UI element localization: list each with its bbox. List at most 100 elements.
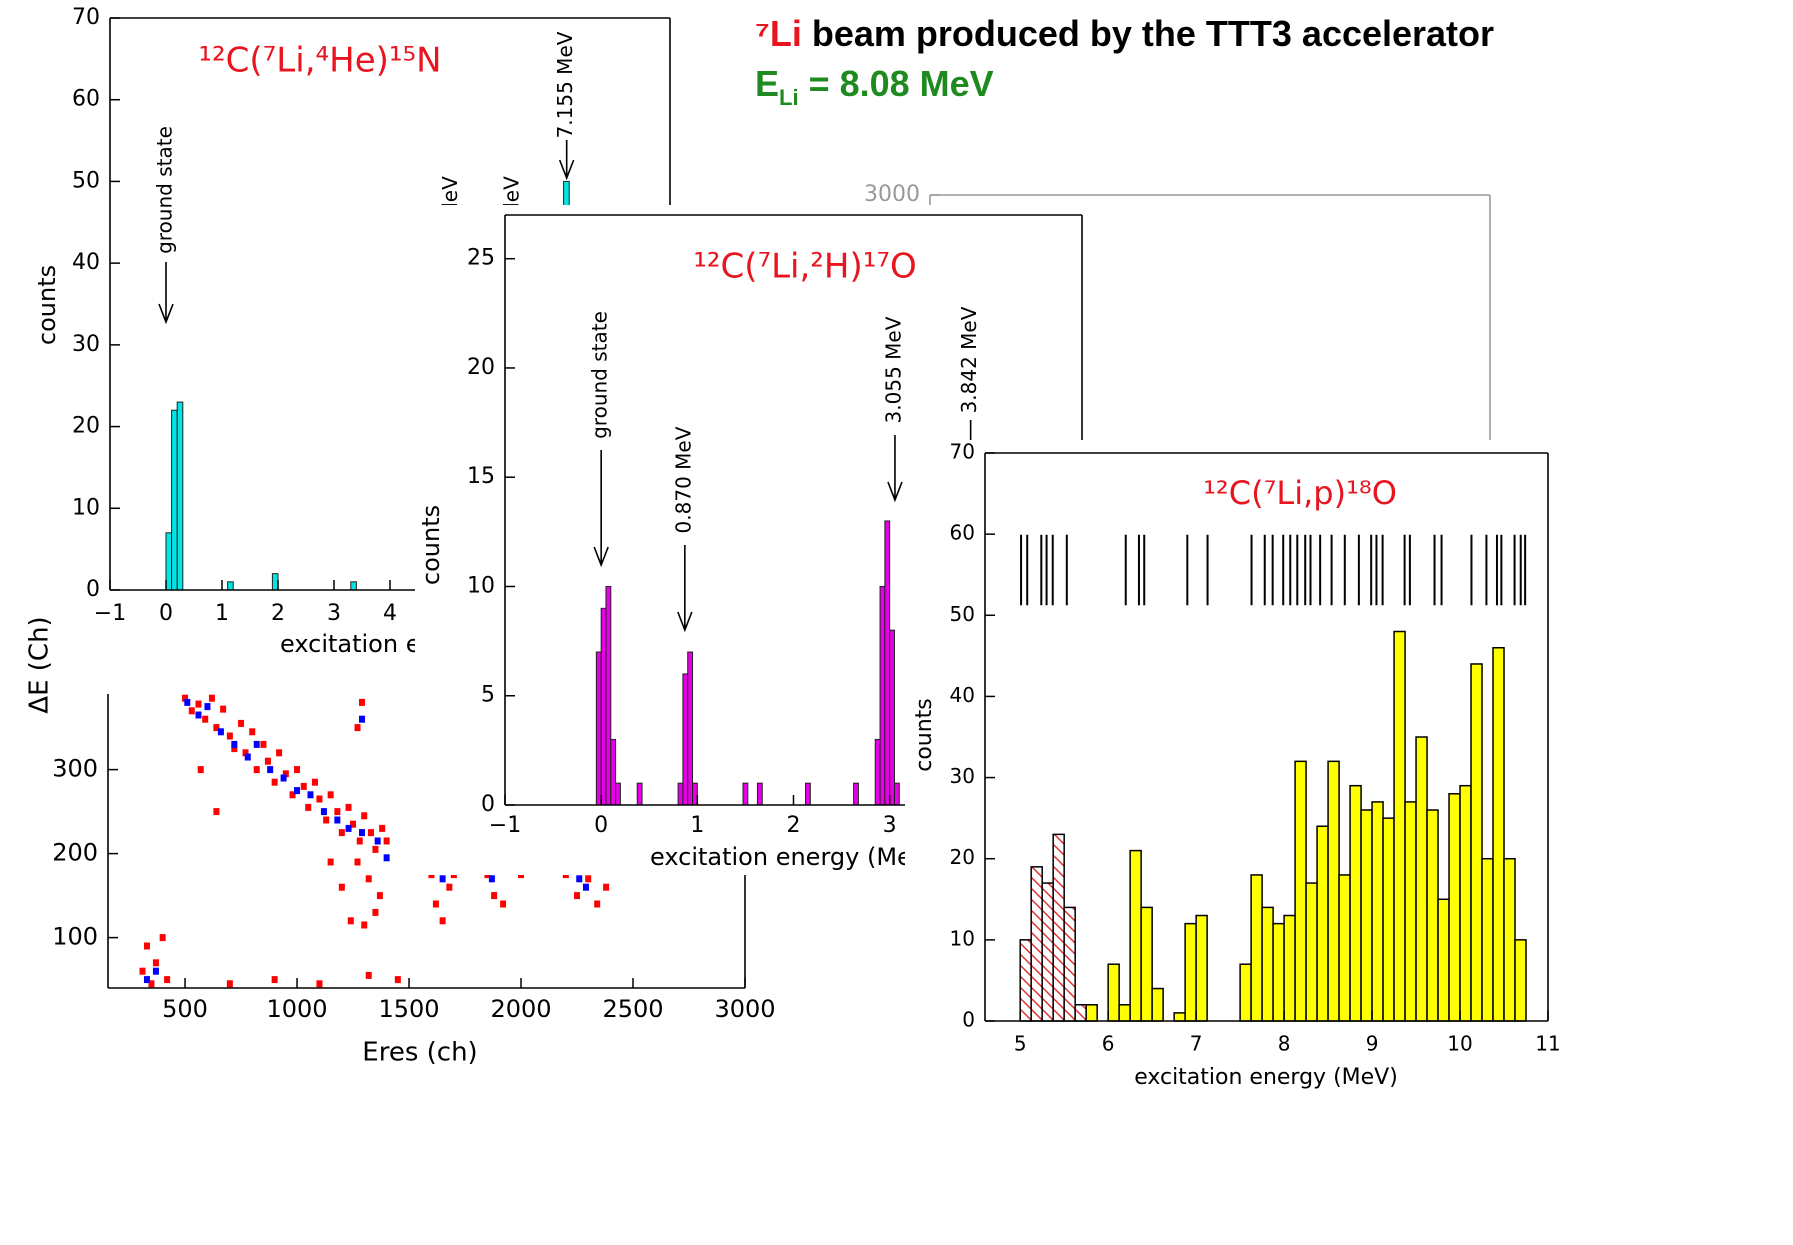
scatter-point	[217, 728, 224, 736]
scatter-point	[439, 917, 446, 925]
scatter-point	[316, 795, 323, 803]
scatter-point	[338, 829, 345, 837]
scatter-point	[345, 803, 352, 811]
histogram-bin	[1239, 963, 1252, 1022]
y-tick-label: 5	[481, 683, 495, 708]
scatter-point	[267, 766, 274, 774]
y-axis-label: ΔE (Ch)	[25, 616, 55, 713]
scatter-point	[289, 791, 296, 799]
scatter-point	[152, 967, 159, 975]
histogram-bin	[1052, 833, 1065, 1022]
histogram-bin	[1305, 882, 1318, 1022]
scatter-point	[574, 892, 581, 900]
scatter-point	[334, 808, 341, 816]
scatter-point	[327, 858, 334, 866]
y-tick-label: 100	[52, 923, 98, 951]
scatter-point	[358, 829, 365, 837]
y-tick-label: 60	[72, 87, 100, 112]
histogram-bin	[1338, 874, 1351, 1022]
scatter-point	[182, 694, 189, 702]
scatter-point	[139, 967, 146, 975]
scatter-point	[311, 778, 318, 786]
scatter-point	[320, 808, 327, 816]
histogram-bin	[1448, 793, 1461, 1022]
y-tick-label: 30	[950, 764, 975, 788]
histogram-bin	[1041, 882, 1054, 1022]
scatter-point	[356, 837, 363, 845]
y-tick-label: 40	[950, 683, 975, 707]
scatter-point	[280, 774, 287, 782]
scatter-point	[195, 700, 202, 708]
scatter-point	[432, 900, 439, 908]
scatter-point	[253, 766, 260, 774]
scatter-point	[238, 719, 245, 727]
scatter-point	[271, 778, 278, 786]
histogram-bin	[1030, 866, 1043, 1022]
y-tick-label: 40	[72, 250, 100, 275]
scatter-point	[143, 942, 150, 950]
x-tick-label: 8	[1278, 1032, 1291, 1056]
scatter-point	[394, 976, 401, 984]
annotation-label: ground state	[588, 311, 612, 439]
histogram-bin	[1250, 874, 1263, 1022]
histogram-bin	[1184, 922, 1197, 1022]
x-axis-label: Eres (ch)	[362, 1038, 477, 1068]
scatter-point	[204, 703, 211, 711]
chart-title: ¹²C(⁷Li,⁴He)¹⁵N	[198, 41, 441, 81]
histogram-bin	[1404, 801, 1417, 1022]
y-tick-label: 70	[950, 440, 975, 464]
chart-title: ¹²C(⁷Li,p)¹⁸O	[1203, 474, 1397, 512]
scatter-point	[231, 740, 238, 748]
y-tick-label: 3000	[864, 182, 920, 207]
histogram-bin	[1426, 809, 1439, 1022]
annotation-arrow	[158, 262, 174, 325]
scatter-point	[213, 808, 220, 816]
histogram-bin	[1470, 663, 1483, 1022]
y-axis-label: counts	[912, 698, 937, 772]
bar	[615, 782, 621, 806]
scatter-point	[334, 816, 341, 824]
scatter-point	[260, 740, 267, 748]
scatter-point	[244, 753, 251, 761]
y-tick-label: 10	[72, 495, 100, 520]
histogram-bin	[1360, 809, 1373, 1022]
scatter-point	[242, 749, 249, 757]
scatter-point	[226, 732, 233, 740]
chart-title: ¹²C(⁷Li,²H)¹⁷O	[693, 247, 917, 287]
y-tick-label: 300	[52, 755, 98, 783]
scatter-point	[220, 705, 227, 713]
x-tick-label: 2000	[490, 995, 551, 1023]
scatter-point	[305, 803, 312, 811]
bar	[884, 520, 891, 806]
energy-value: = 8.08 MeV	[809, 63, 994, 104]
energy-subscript: Li	[779, 85, 799, 110]
bar	[853, 782, 859, 806]
x-axis-label: excitation energy (MeV)	[650, 843, 938, 871]
bar	[889, 629, 895, 806]
histogram-bin	[1437, 898, 1450, 1022]
scatter-point	[202, 715, 209, 723]
scatter-point	[383, 837, 390, 845]
scatter-point	[585, 875, 592, 883]
histogram-bin	[1261, 906, 1274, 1022]
scatter-point	[253, 740, 260, 748]
x-tick-label: 3	[883, 813, 897, 838]
scatter-point	[159, 934, 166, 942]
x-tick-label: 4	[383, 601, 397, 626]
annotation-arrow	[593, 450, 609, 568]
bar	[350, 581, 357, 591]
x-tick-label: 2500	[602, 995, 663, 1023]
x-tick-label: 1000	[267, 995, 328, 1023]
annotation-label: 3.055 MeV	[881, 316, 905, 423]
scatter-point	[188, 707, 195, 715]
bar	[171, 409, 178, 591]
histogram-bin	[1195, 914, 1208, 1022]
x-tick-label: 2	[271, 601, 285, 626]
histogram-bin	[1371, 801, 1384, 1022]
x-tick-label: 10	[1447, 1032, 1472, 1056]
scatter-point	[439, 875, 446, 883]
scatter-point	[276, 749, 283, 757]
histogram-bin	[1151, 987, 1164, 1022]
x-tick-label: 9	[1366, 1032, 1379, 1056]
